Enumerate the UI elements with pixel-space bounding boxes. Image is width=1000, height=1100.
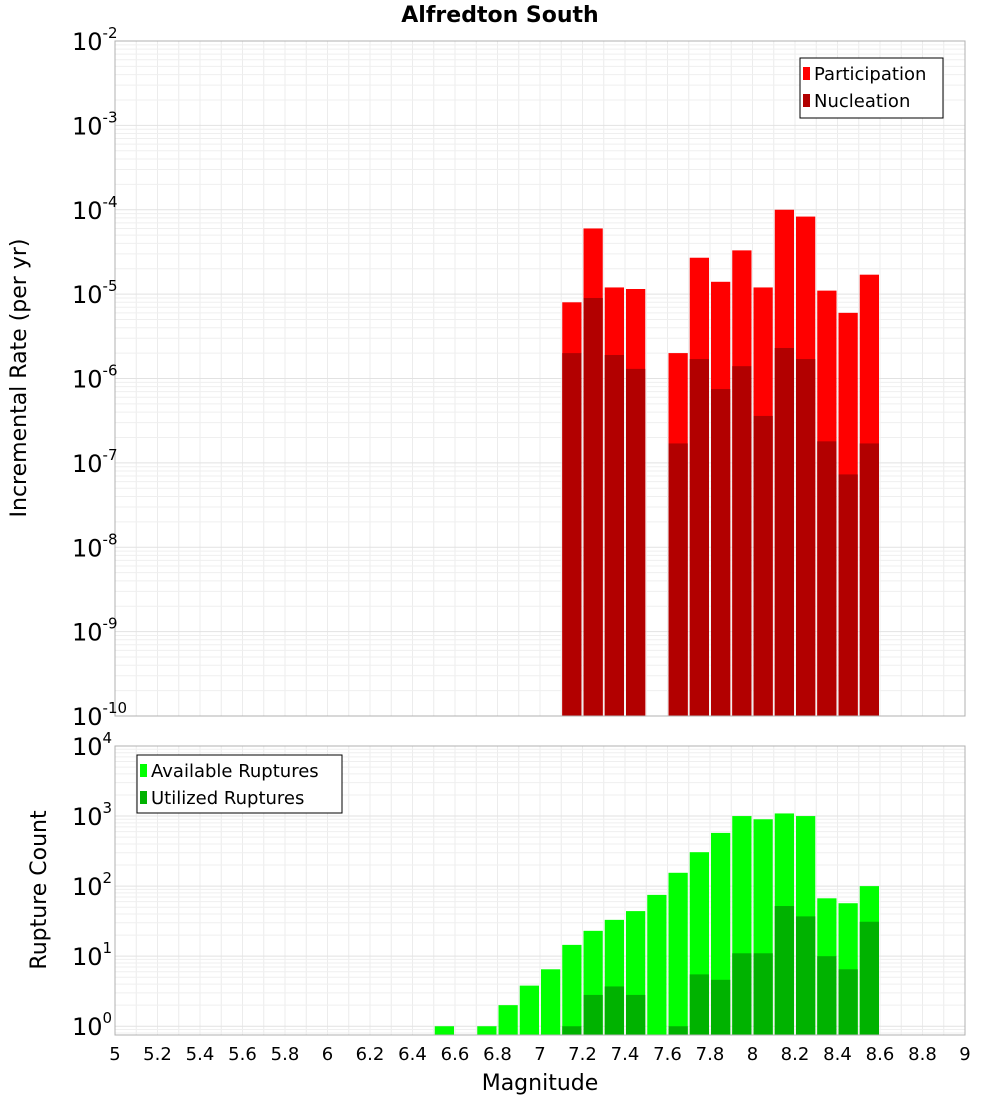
y-tick-label: 101 [72,939,112,971]
bar [689,974,709,1035]
x-tick-label: 5.6 [228,1044,257,1065]
y-tick-label: 103 [72,799,112,831]
x-tick-label: 5 [109,1044,120,1065]
bar [647,894,667,1035]
bar [774,906,794,1035]
legend-swatch [803,67,810,80]
legend-label: Utilized Ruptures [151,788,304,809]
x-tick-label: 5.4 [186,1044,215,1065]
bar [838,474,858,716]
y-tick-label: 10-2 [72,24,118,56]
legend-swatch [803,94,810,107]
bar [817,956,837,1035]
legend: Participation Nucleation [799,57,944,119]
x-tick-label: 6 [322,1044,333,1065]
legend-swatch [140,791,147,804]
bar [562,1026,582,1035]
x-tick-label: 8.4 [823,1044,852,1065]
x-tick-label: 7.2 [568,1044,597,1065]
legend-label: Participation [814,64,926,85]
x-tick-label: 8.2 [781,1044,810,1065]
bar [796,359,816,716]
bar [796,916,816,1035]
bar [774,347,794,716]
bar [668,1026,688,1035]
x-tick-label: 7.8 [696,1044,725,1065]
bar [732,366,752,716]
bar [583,297,603,716]
y-tick-label: 10-8 [72,530,118,562]
y-tick-label: 104 [72,729,112,761]
x-tick-label: 7 [534,1044,545,1065]
x-tick-label: 6.6 [441,1044,470,1065]
x-tick-label: 9 [959,1044,970,1065]
x-tick-label: 5.2 [143,1044,172,1065]
bar [626,368,646,716]
y-tick-label: 10-5 [72,277,118,309]
bar [668,872,688,1035]
x-tick-label: 6.2 [356,1044,385,1065]
y-tick-label: 102 [72,869,112,901]
y-tick-label: 10-9 [72,615,118,647]
y-tick-label: 10-6 [72,362,118,394]
bar [562,353,582,716]
x-tick-label: 6.8 [483,1044,512,1065]
x-tick-label: 6.4 [398,1044,427,1065]
bar [498,1005,518,1035]
bar [541,969,561,1035]
series-nucleation [562,297,879,716]
bar [689,359,709,716]
bar [817,441,837,716]
plot-frame [114,40,966,717]
count-panel: 100 101 102 103 104 Available Ruptures Utilize… [72,729,971,1065]
bar [859,921,879,1035]
bar [604,354,624,716]
x-tick-label: 5.8 [271,1044,300,1065]
bar [583,994,603,1035]
y-tick-label: 10-4 [72,193,118,225]
rate-panel: 10-10 10-9 10-8 10-7 10-6 10-5 10-4 10-3 10-2 Par… [72,24,966,731]
x-tick-label: 7.4 [611,1044,640,1065]
x-tick-label: 7.6 [653,1044,682,1065]
bar [562,944,582,1035]
top-y-axis-title: Incremental Rate (per yr) [7,239,32,518]
bar [753,953,773,1035]
bar [859,443,879,716]
chart-title: Alfredton South [401,3,598,28]
bottom-y-axis-title: Rupture Count [27,810,52,970]
y-tick-label: 100 [72,1009,112,1041]
bar [753,415,773,716]
y-tick-label: 10-7 [72,446,118,478]
series-utilized-ruptures [562,906,879,1035]
gridlines [114,41,966,717]
plot-frame [114,745,966,1036]
bar [838,969,858,1035]
legend-box [799,57,944,119]
y-tick-label: 10-10 [72,699,127,731]
x-tick-label: 8.8 [908,1044,937,1065]
bar [711,979,731,1035]
bar [434,1026,454,1035]
legend-label: Available Ruptures [151,761,319,782]
legend: Available Ruptures Utilized Ruptures [136,754,343,814]
x-tick-label: 8.6 [866,1044,895,1065]
bar [519,985,539,1035]
legend-swatch [140,764,147,777]
y-tick-label: 10-3 [72,108,118,140]
x-tick-label: 8 [747,1044,758,1065]
bar [626,994,646,1035]
bar [711,389,731,716]
bar [604,986,624,1035]
x-axis-title: Magnitude [482,1071,599,1096]
legend-label: Nucleation [814,91,910,112]
legend-box [136,754,343,814]
bar [668,443,688,716]
bar [477,1026,497,1035]
bar [732,953,752,1035]
